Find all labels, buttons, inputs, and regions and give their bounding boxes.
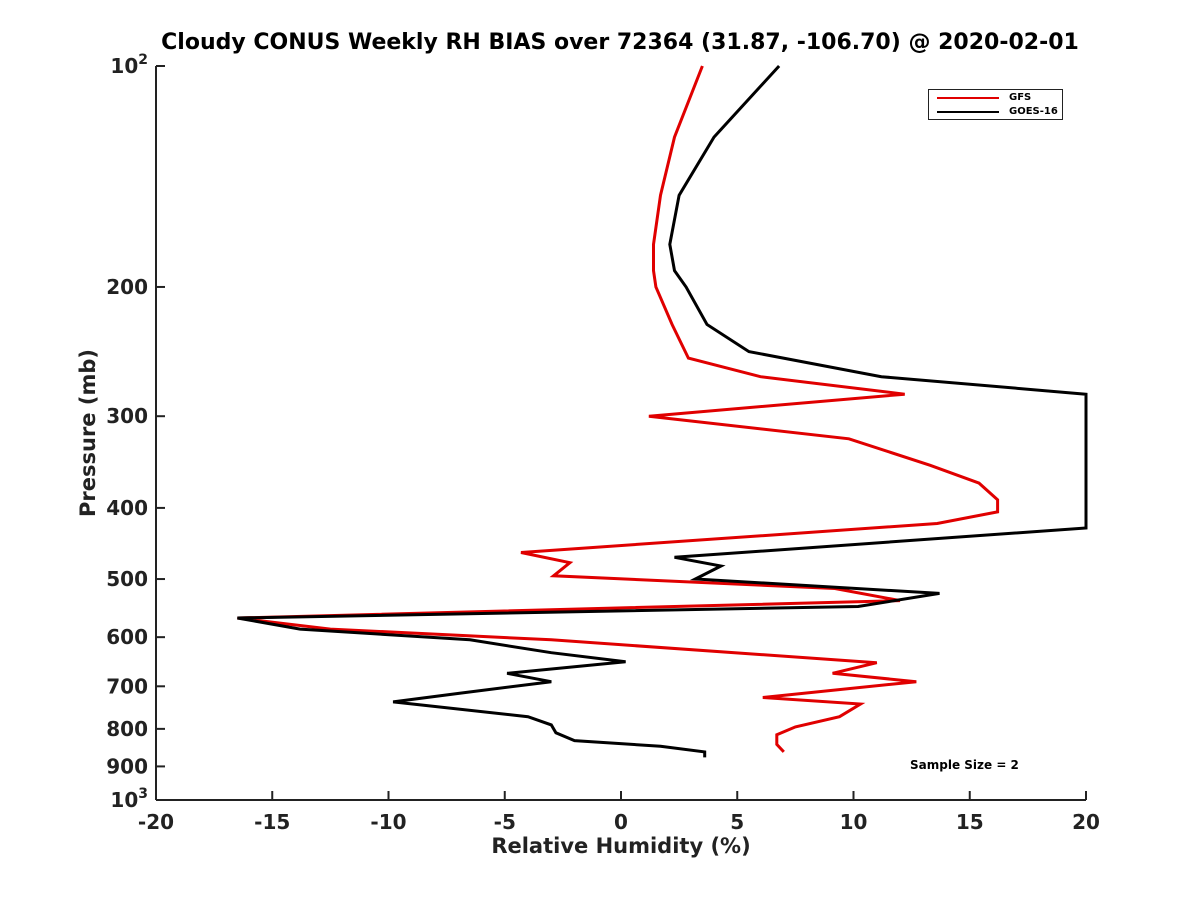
x-tick-label: 20 [1072, 810, 1100, 834]
y-tick-label: 800 [106, 717, 148, 741]
x-tick-label: 0 [614, 810, 628, 834]
chart-title: Cloudy CONUS Weekly RH BIAS over 72364 (… [161, 30, 1079, 55]
y-tick-label: 300 [106, 404, 148, 428]
x-tick-label: 10 [840, 810, 868, 834]
x-tick-label: 5 [730, 810, 744, 834]
y-tick-label: 103 [110, 786, 148, 812]
legend: GFS GOES-16 [928, 89, 1063, 120]
y-axis-label: Pressure (mb) [76, 349, 100, 517]
y-tick-label: 600 [106, 625, 148, 649]
sample-size-annotation: Sample Size = 2 [910, 758, 1019, 772]
axes-layer: -20 -15 -10 -5 0 5 10 15 20 102 200 300 400 500 600 700… [106, 52, 1100, 834]
y-tick-label: 900 [106, 754, 148, 778]
legend-swatch-goes16 [937, 111, 999, 113]
y-tick-label: 500 [106, 567, 148, 591]
legend-swatch-gfs [937, 97, 999, 99]
x-tick-label: -20 [138, 810, 174, 834]
y-tick-label: 200 [106, 275, 148, 299]
series-line-goes16 [237, 64, 1088, 758]
y-tick-label: 400 [106, 496, 148, 520]
x-axis-label: Relative Humidity (%) [491, 834, 751, 858]
legend-label-gfs: GFS [1009, 92, 1032, 103]
y-tick-label: 102 [110, 52, 148, 78]
series-layer [237, 64, 1088, 758]
legend-label-goes16: GOES-16 [1009, 106, 1058, 117]
x-tick-label: -5 [494, 810, 516, 834]
y-tick-label: 700 [106, 674, 148, 698]
series-line-gfs [237, 65, 1000, 753]
x-tick-label: -15 [254, 810, 290, 834]
x-tick-label: 15 [956, 810, 984, 834]
x-tick-label: -10 [370, 810, 406, 834]
